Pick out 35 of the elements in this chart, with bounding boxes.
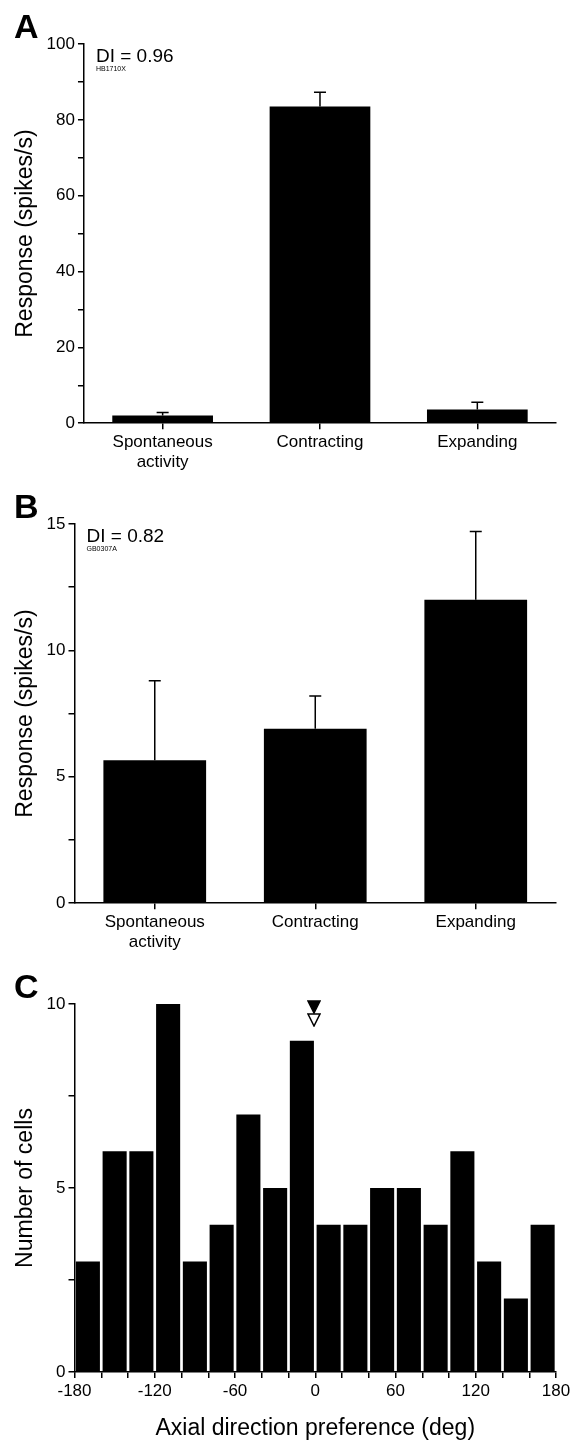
- y-tick-label: 10: [46, 993, 66, 1013]
- text: C: [14, 967, 39, 1005]
- x-tick-label: -120: [137, 1380, 172, 1400]
- x-tick-label: Contracting: [276, 432, 364, 452]
- x-tick-label: -60: [222, 1380, 248, 1400]
- y-tick-label: 20: [56, 337, 75, 357]
- x-tick-label: -180: [57, 1380, 92, 1400]
- x-tick-label: 0: [310, 1380, 320, 1400]
- y-tick-label: 5: [56, 766, 66, 786]
- x-tick-label: 120: [461, 1380, 490, 1400]
- y-tick-label: 80: [56, 109, 75, 129]
- x-tick-label: Spontaneous activity: [104, 912, 205, 952]
- text: A: [14, 7, 39, 45]
- x-tick-label: Spontaneous activity: [112, 432, 213, 472]
- x-tick-label: 180: [541, 1380, 571, 1400]
- annotation: DI = 0.82: [86, 525, 165, 546]
- x-tick-label: Expanding: [437, 432, 518, 452]
- x-tick-label: Contracting: [271, 912, 359, 932]
- y-tick-label: 0: [65, 412, 75, 432]
- y-tick-label: 15: [46, 513, 66, 533]
- y-axis-title: Response (spikes/s): [11, 609, 38, 818]
- y-tick-label: 10: [46, 640, 66, 660]
- y-axis-title: Response (spikes/s): [11, 129, 38, 338]
- y-tick-label: 100: [46, 33, 75, 53]
- text: B: [14, 487, 39, 525]
- y-tick-label: 40: [56, 261, 75, 281]
- x-tick-label: Expanding: [435, 912, 516, 932]
- y-tick-label: 0: [56, 892, 66, 912]
- y-axis-title: Number of cells: [11, 1108, 38, 1268]
- x-axis-title: Axial direction preference (deg): [155, 1413, 476, 1440]
- y-tick-label: 0: [56, 1361, 66, 1381]
- y-tick-label: 60: [56, 185, 75, 205]
- y-tick-label: 5: [56, 1177, 66, 1197]
- annotation: DI = 0.96: [95, 45, 174, 66]
- x-tick-label: 60: [386, 1380, 405, 1400]
